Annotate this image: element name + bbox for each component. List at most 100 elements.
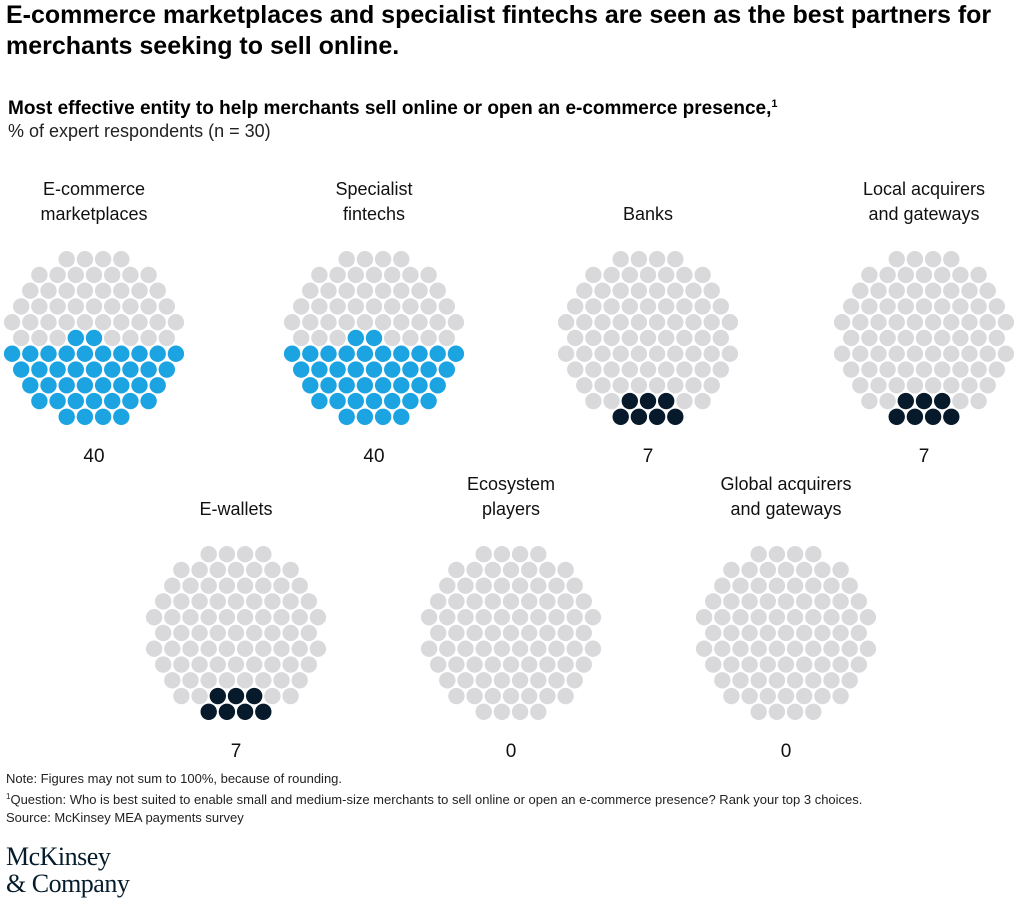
empty-dot bbox=[879, 329, 896, 347]
empty-dot bbox=[439, 577, 456, 594]
empty-dot bbox=[191, 561, 208, 579]
empty-dot bbox=[31, 298, 48, 315]
empty-dot bbox=[113, 314, 130, 331]
empty-dot bbox=[685, 282, 702, 299]
dot-chart-e-wallets: E-wallets 7 bbox=[145, 499, 327, 762]
empty-dot bbox=[58, 250, 75, 268]
empty-dot bbox=[104, 298, 121, 315]
value-label: 0 bbox=[781, 741, 792, 762]
empty-dot bbox=[648, 377, 666, 394]
empty-dot bbox=[805, 609, 822, 626]
empty-dot bbox=[970, 298, 987, 315]
empty-dot bbox=[979, 377, 996, 394]
empty-dot bbox=[182, 609, 199, 626]
empty-dot bbox=[347, 266, 364, 284]
empty-dot bbox=[484, 561, 501, 579]
filled-dot bbox=[76, 345, 94, 362]
empty-dot bbox=[897, 298, 914, 315]
empty-dot bbox=[988, 329, 1005, 347]
empty-dot bbox=[566, 640, 583, 657]
empty-dot bbox=[979, 314, 996, 331]
filled-dot bbox=[283, 345, 301, 362]
empty-dot bbox=[365, 266, 383, 284]
empty-dot bbox=[384, 298, 401, 315]
empty-dot bbox=[576, 377, 593, 394]
empty-dot bbox=[320, 282, 337, 299]
empty-dot bbox=[76, 314, 94, 331]
dot-chart-specialist-fintechs: Specialist fintechs 40 bbox=[283, 179, 465, 467]
empty-dot bbox=[511, 672, 529, 689]
empty-dot bbox=[255, 640, 272, 657]
empty-dot bbox=[149, 314, 166, 331]
empty-dot bbox=[952, 361, 969, 378]
filled-dot bbox=[402, 361, 419, 378]
empty-dot bbox=[897, 266, 914, 284]
question-body: Question: Who is best suited to enable s… bbox=[10, 792, 863, 807]
empty-dot bbox=[832, 561, 849, 579]
empty-dot bbox=[3, 314, 21, 331]
empty-dot bbox=[218, 545, 236, 563]
source-text: Source: McKinsey MEA payments survey bbox=[6, 810, 244, 825]
empty-dot bbox=[393, 250, 410, 268]
empty-dot bbox=[429, 282, 446, 299]
empty-dot bbox=[694, 361, 711, 378]
empty-dot bbox=[448, 561, 465, 579]
filled-dot bbox=[149, 345, 166, 362]
empty-dot bbox=[511, 703, 529, 721]
empty-dot bbox=[557, 561, 574, 579]
empty-dot bbox=[384, 329, 401, 347]
empty-dot bbox=[705, 624, 722, 642]
filled-dot bbox=[402, 392, 419, 410]
empty-dot bbox=[888, 314, 905, 331]
filled-dot bbox=[31, 392, 48, 410]
filled-dot bbox=[639, 392, 657, 410]
empty-dot bbox=[158, 298, 175, 315]
empty-dot bbox=[521, 624, 538, 642]
empty-dot bbox=[924, 282, 942, 299]
empty-dot bbox=[329, 329, 346, 347]
filled-dot bbox=[429, 377, 446, 394]
empty-dot bbox=[191, 656, 208, 673]
empty-dot bbox=[567, 298, 584, 315]
empty-dot bbox=[924, 345, 942, 362]
empty-dot bbox=[750, 672, 767, 689]
empty-dot bbox=[164, 609, 181, 626]
empty-dot bbox=[122, 266, 139, 284]
empty-dot bbox=[58, 314, 75, 331]
empty-dot bbox=[113, 282, 130, 299]
empty-dot bbox=[621, 361, 638, 378]
filled-dot bbox=[311, 392, 328, 410]
empty-dot bbox=[850, 624, 867, 642]
empty-dot bbox=[870, 314, 887, 331]
empty-dot bbox=[841, 577, 858, 594]
empty-dot bbox=[236, 672, 254, 689]
empty-dot bbox=[658, 298, 675, 315]
empty-dot bbox=[796, 593, 813, 610]
empty-dot bbox=[191, 624, 208, 642]
empty-dot bbox=[777, 593, 795, 610]
filled-dot bbox=[255, 703, 272, 721]
empty-dot bbox=[870, 345, 887, 362]
empty-dot bbox=[227, 624, 245, 642]
empty-dot bbox=[594, 345, 611, 362]
empty-dot bbox=[759, 593, 776, 610]
filled-dot bbox=[347, 329, 364, 347]
empty-dot bbox=[723, 561, 740, 579]
category-label: E-wallets bbox=[199, 499, 272, 519]
empty-dot bbox=[502, 656, 520, 673]
empty-dot bbox=[943, 250, 960, 268]
empty-dot bbox=[841, 640, 858, 657]
filled-dot bbox=[393, 408, 410, 426]
empty-dot bbox=[924, 250, 942, 268]
empty-dot bbox=[714, 640, 731, 657]
empty-dot bbox=[309, 609, 327, 626]
empty-dot bbox=[255, 672, 272, 689]
filled-dot bbox=[338, 408, 355, 426]
filled-dot bbox=[906, 408, 924, 426]
empty-dot bbox=[768, 703, 786, 721]
empty-dot bbox=[530, 703, 547, 721]
empty-dot bbox=[236, 640, 254, 657]
empty-dot bbox=[786, 545, 804, 563]
empty-dot bbox=[475, 640, 492, 657]
empty-dot bbox=[961, 314, 978, 331]
